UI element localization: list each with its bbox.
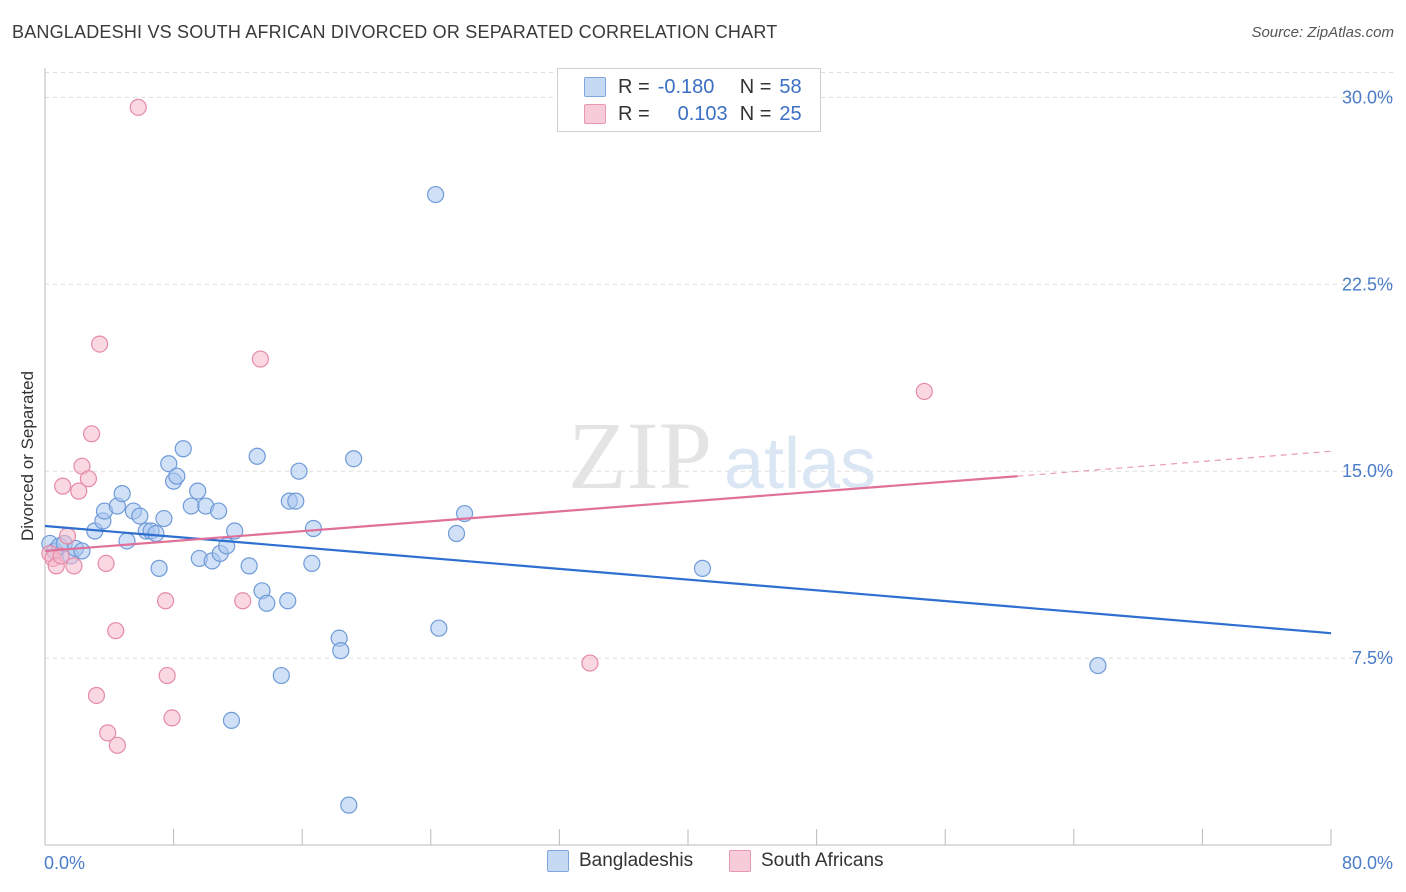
south-african-point [58,527,77,545]
south-african-point [251,350,270,368]
n-label: N = [739,102,772,125]
south-african-point [156,592,175,610]
bangladeshi-point [340,796,358,814]
y-axis-label: Divorced or Separated [18,371,37,541]
bangladeshi-point [279,592,297,610]
legend-row-south-africans: R = 0.103 N = 25 [584,100,802,128]
south-african-point [65,557,83,575]
south-african-point [91,335,109,353]
y-tick-label: 7.5% [1352,648,1393,668]
south-african-point [163,709,181,727]
legend-row-bangladeshis: R = -0.180 N = 58 [584,73,802,101]
stats-legend: R = -0.180 N = 58 R = 0.103 N = 25 [557,68,821,132]
bangladeshi-point [332,642,350,660]
bangladeshi-point [118,532,136,550]
r-label: R = [618,75,650,98]
south-african-point [54,477,72,495]
bangladeshi-point [447,524,466,543]
bangladeshi-point [160,455,178,473]
r-value: -0.180 [657,75,715,98]
south-african-point [129,98,147,116]
r-label: R = [618,102,650,125]
n-value: 58 [779,75,802,98]
south-african-point [108,736,126,754]
bangladeshi-point [73,542,91,560]
legend-label: Bangladeshis [579,850,694,871]
bangladeshi-point [210,502,228,520]
bangladeshi-point [174,440,192,458]
bangladeshi-point [427,185,445,204]
bangladeshi-point [272,666,290,685]
south-african-point [87,686,106,705]
bangladeshi-point [131,507,149,525]
legend-swatch-pink [584,104,606,124]
bangladeshi-point [430,619,448,637]
bangladeshi-point [189,482,207,500]
south-african-point [70,482,88,500]
y-tick-label: 15.0% [1342,461,1393,481]
south-african-point [107,622,125,640]
bangladeshi-point [155,509,173,528]
bangladeshi-point [150,559,168,577]
legend-swatch-blue [547,850,569,872]
y-tick-label: 30.0% [1342,87,1393,107]
bangladeshi-point [222,711,241,729]
south-african-point [99,724,117,742]
watermark-atlas: atlas [724,424,876,504]
south-african-point [83,425,101,443]
bangladeshi-point [248,447,266,465]
south-african-point [581,654,599,672]
south-african-point [79,470,98,488]
legend-swatch-blue [584,77,606,97]
bangladeshi-point [693,559,712,577]
bangladeshi-point [1089,656,1107,675]
south-african-point [915,382,933,401]
bangladeshi-point [290,462,308,480]
source-label: Source: ZipAtlas.com [1251,24,1394,41]
legend-item-bangladeshis[interactable]: Bangladeshis [547,850,693,872]
x-tick-label-min: 0.0% [44,853,85,873]
legend-swatch-pink [729,850,751,872]
south-african-point [97,554,115,572]
tick-labels-layer: 7.5% 15.0% 22.5% 30.0% 0.0% 80.0% [44,87,1393,873]
n-value: 25 [779,102,802,125]
legend-label: South Africans [761,850,884,871]
bangladeshi-trend-line [44,524,1332,635]
south-african-trend-line [44,475,1018,553]
bangladeshi-point [168,467,186,485]
bangladeshi-point [287,492,305,510]
axes-layer [44,68,1332,846]
south-african-trend-extension [1017,450,1332,477]
legend-item-south-africans[interactable]: South Africans [729,850,884,872]
bangladeshi-point [303,554,321,572]
bangladeshi-point [147,524,165,543]
south-african-point [158,666,176,685]
bangladeshi-point [182,497,200,515]
series-legend: Bangladeshis South Africans [0,850,1406,878]
x-tick-label-max: 80.0% [1342,853,1393,873]
y-tick-label: 22.5% [1342,274,1393,294]
watermark-zip: ZIP [568,402,712,509]
south-african-point [234,592,252,610]
bangladeshi-point [240,557,258,575]
n-label: N = [739,75,772,98]
bangladeshi-point [345,450,363,468]
bangladeshi-point [113,485,131,503]
chart-title: BANGLADESHI VS SOUTH AFRICAN DIVORCED OR… [12,22,778,42]
trend-lines-layer [44,450,1332,635]
south-african-point [52,547,70,565]
bangladeshi-point [304,519,323,538]
r-value: 0.103 [677,102,728,125]
bangladeshi-point [258,594,276,612]
